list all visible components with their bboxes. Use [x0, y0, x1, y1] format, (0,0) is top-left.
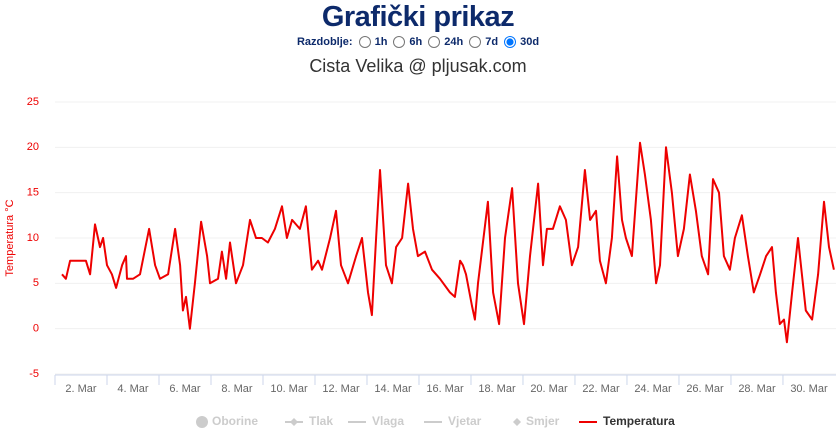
period-option[interactable]: 1h — [374, 36, 388, 48]
x-tick-label: 20. Mar — [530, 383, 568, 395]
chart-title: Cista Velika @ pljusak.com — [309, 56, 526, 76]
legend-item[interactable]: Vjetar — [424, 414, 482, 428]
x-tick-label: 6. Mar — [169, 383, 201, 395]
legend-item[interactable]: Smjer — [513, 414, 560, 428]
x-tick-label: 4. Mar — [117, 383, 149, 395]
y-axis-label: Temperatura °C — [4, 199, 16, 276]
y-tick-label: 0 — [33, 323, 39, 335]
period-selector: Razdoblje: 1h 6h 24h 7d 30d — [0, 34, 836, 50]
legend-label: Smjer — [526, 414, 560, 428]
legend-label: Temperatura — [603, 414, 675, 428]
y-tick-label: 15 — [27, 187, 39, 199]
y-tick-label: 20 — [27, 141, 39, 153]
period-radio[interactable] — [469, 36, 482, 48]
y-tick-label: 5 — [33, 277, 39, 289]
period-option[interactable]: 7d — [485, 36, 499, 48]
x-tick-label: 2. Mar — [65, 383, 97, 395]
header: Grafički prikaz Razdoblje: 1h 6h 24h 7d 30d — [0, 0, 836, 50]
period-option[interactable]: 30d — [520, 36, 540, 48]
period-option[interactable]: 24h — [444, 36, 464, 48]
x-tick-label: 18. Mar — [478, 383, 516, 395]
legend-label: Vlaga — [372, 414, 404, 428]
period-label: Razdoblje: — [296, 36, 353, 48]
legend-item[interactable]: Vlaga — [348, 414, 404, 428]
x-tick-label: 16. Mar — [426, 383, 464, 395]
period-radio[interactable] — [504, 36, 517, 48]
period-option[interactable]: 6h — [409, 36, 423, 48]
x-tick-label: 30. Mar — [790, 383, 828, 395]
x-tick-label: 22. Mar — [582, 383, 620, 395]
legend-symbol — [513, 418, 521, 426]
y-tick-label: -5 — [29, 368, 39, 380]
x-tick-label: 24. Mar — [634, 383, 672, 395]
y-tick-label: 25 — [27, 96, 39, 108]
legend-item[interactable]: Tlak — [285, 414, 333, 428]
period-radio[interactable] — [428, 36, 441, 48]
legend-symbol — [290, 418, 298, 426]
period-radio[interactable] — [393, 36, 406, 48]
legend-label: Oborine — [212, 414, 258, 428]
legend-label: Tlak — [309, 414, 333, 428]
x-tick-label: 12. Mar — [322, 383, 360, 395]
y-tick-label: 10 — [27, 232, 39, 244]
period-radio[interactable] — [358, 36, 371, 48]
x-tick-label: 28. Mar — [738, 383, 776, 395]
x-tick-label: 26. Mar — [686, 383, 724, 395]
x-tick-label: 10. Mar — [270, 383, 308, 395]
legend-item[interactable]: Oborine — [196, 414, 258, 428]
legend-label: Vjetar — [448, 414, 482, 428]
temperature-line — [61, 141, 835, 344]
x-tick-label: 14. Mar — [374, 383, 412, 395]
x-tick-label: 8. Mar — [221, 383, 253, 395]
page-title: Grafički prikaz — [321, 1, 515, 33]
legend-item[interactable]: Temperatura — [579, 414, 675, 428]
legend-symbol — [196, 416, 208, 428]
